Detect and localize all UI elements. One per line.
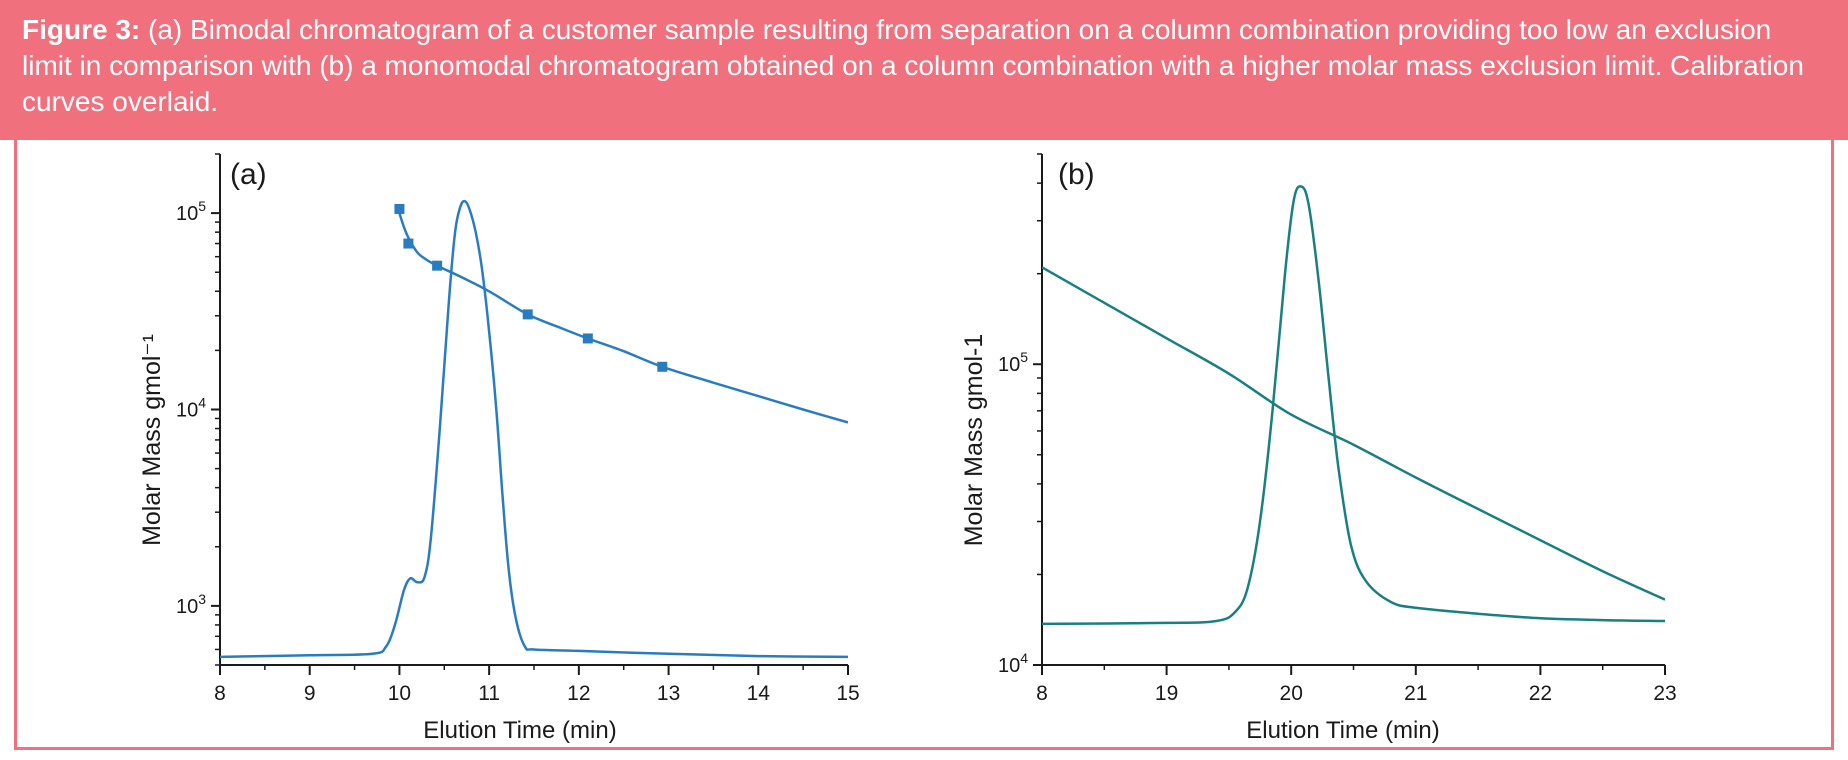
panel-label-a: (a) <box>230 158 267 191</box>
x-axis-label-b: Elution Time (min) <box>1246 717 1439 744</box>
figure-caption-lead: Figure 3: <box>22 14 141 45</box>
calibration-point-marker <box>432 260 443 271</box>
x-tick-label-b: 20 <box>1280 682 1303 705</box>
y-axis-label-a: Molar Mass gmol⁻¹ <box>138 334 166 546</box>
x-tick-label-a: 15 <box>836 682 859 705</box>
calibration-point-marker <box>394 203 405 214</box>
figure-frame <box>14 140 1834 750</box>
y-tick-label-b: 104 <box>998 650 1028 677</box>
x-tick-label-a: 9 <box>304 682 316 705</box>
calibration-curve-line <box>1042 266 1665 601</box>
x-tick-label-b: 21 <box>1404 682 1427 705</box>
x-tick-label-b: 23 <box>1653 682 1676 705</box>
y-axis-label-b: Molar Mass gmol-1 <box>960 334 988 547</box>
x-tick-label-a: 10 <box>388 682 411 705</box>
panel-label-b: (b) <box>1058 158 1095 191</box>
x-tick-label-a: 14 <box>747 682 771 705</box>
y-tick-label-a: 103 <box>176 591 206 618</box>
figure-caption: Figure 3: (a) Bimodal chromatogram of a … <box>0 0 1848 140</box>
figure-caption-text: (a) Bimodal chromatogram of a customer s… <box>22 14 1804 117</box>
chromatogram-line <box>1042 185 1665 626</box>
chromatogram-line <box>220 199 848 659</box>
x-tick-label-a: 13 <box>657 682 680 705</box>
x-tick-label-b: 19 <box>1155 682 1178 705</box>
x-tick-label-a: 8 <box>214 682 226 705</box>
y-tick-label-a: 105 <box>176 198 206 225</box>
x-tick-label-a: 12 <box>567 682 590 705</box>
calibration-point-marker <box>582 333 593 344</box>
x-axis-label-a: Elution Time (min) <box>423 717 616 744</box>
x-tick-label-b: 8 <box>1036 682 1048 705</box>
y-tick-label-b: 105 <box>998 349 1028 376</box>
y-tick-label-a: 104 <box>176 395 206 422</box>
calibration-point-marker <box>657 361 668 372</box>
x-tick-label-b: 22 <box>1529 682 1552 705</box>
calibration-point-marker <box>522 309 533 320</box>
chart-panel-a: (a) Elution Time (min) Molar Mass gmol⁻¹… <box>138 153 860 744</box>
calibration-curve-line <box>398 212 848 424</box>
chart-panel-b: (b) Elution Time (min) Molar Mass gmol-1… <box>960 153 1677 744</box>
x-tick-label-a: 11 <box>478 682 500 705</box>
calibration-point-marker <box>403 238 414 249</box>
